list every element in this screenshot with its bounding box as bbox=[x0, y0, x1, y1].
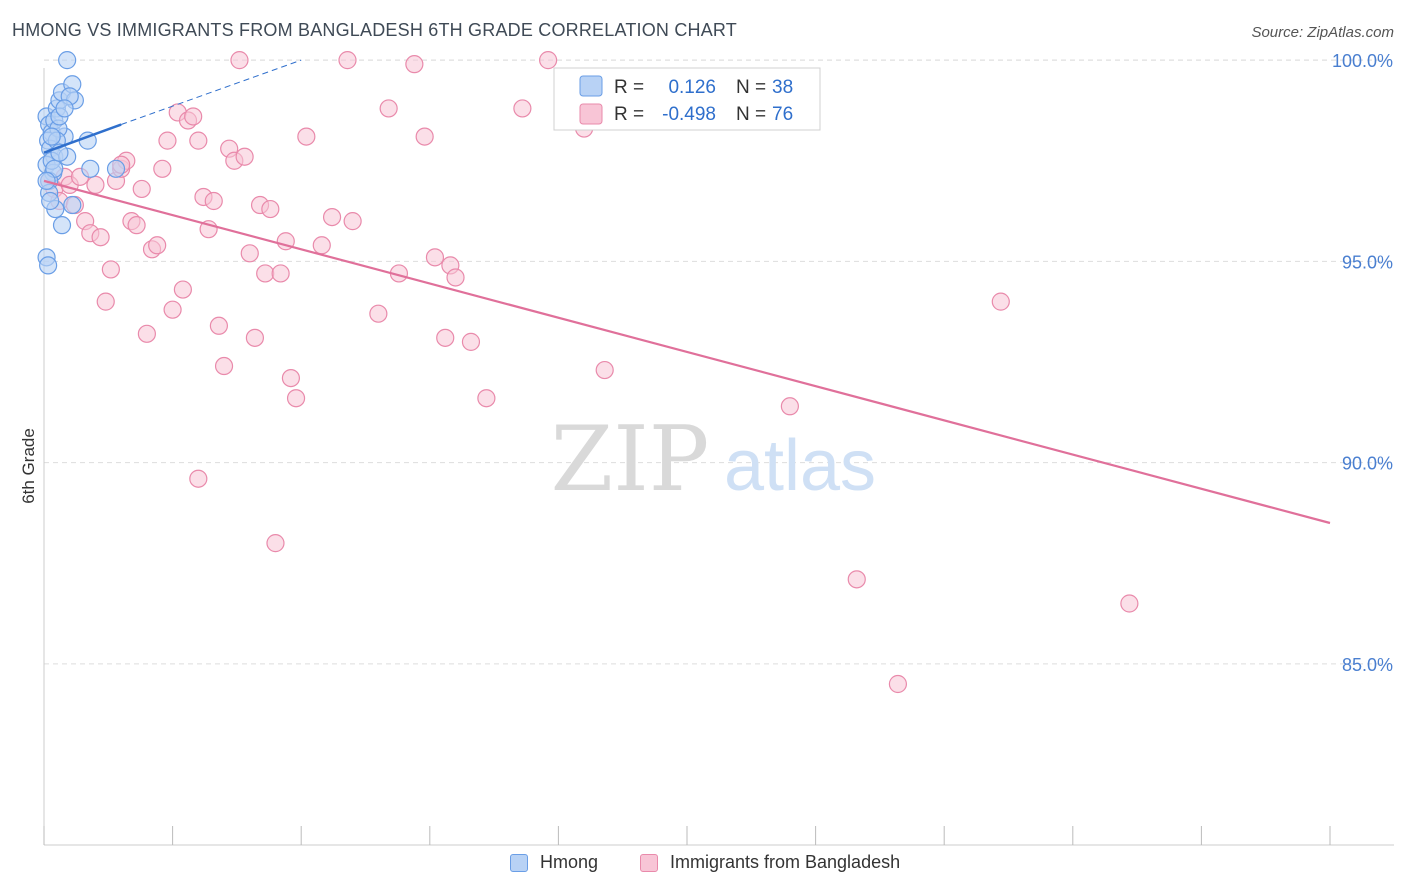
bangladesh-point bbox=[322, 208, 342, 227]
bangladesh-point bbox=[96, 292, 115, 311]
hmong-points bbox=[37, 51, 126, 275]
bangladesh-point bbox=[513, 99, 532, 118]
bangladesh-point bbox=[297, 127, 316, 146]
bangladesh-points bbox=[40, 51, 1139, 694]
watermark-zip: ZIP bbox=[551, 407, 710, 512]
bangladesh-point bbox=[158, 131, 177, 150]
trend-lines bbox=[43, 59, 1331, 525]
bangladesh-point bbox=[189, 469, 208, 488]
legend-item-bangladesh: Immigrants from Bangladesh bbox=[640, 852, 900, 873]
bangladesh-point bbox=[379, 99, 398, 118]
bangladesh-point bbox=[436, 328, 455, 347]
scatter-chart: ZIP atlas 85.0%90.0%95.0%100.0% 0.0%25.0… bbox=[19, 51, 1394, 846]
legend-r-value-2: -0.498 bbox=[662, 104, 716, 125]
hmong-trend-line bbox=[43, 123, 122, 154]
hmong-point bbox=[63, 195, 82, 215]
bangladesh-point bbox=[425, 248, 445, 267]
bangladesh-point bbox=[235, 147, 254, 166]
y-tick-label: 95.0% bbox=[1342, 252, 1393, 272]
series-legend: Hmong Immigrants from Bangladesh bbox=[0, 852, 1406, 876]
legend-r-label-2: R = bbox=[614, 104, 644, 125]
hmong-point bbox=[52, 216, 72, 235]
hmong-point bbox=[58, 51, 77, 70]
bangladesh-point bbox=[209, 316, 228, 335]
legend-r-label-1: R = bbox=[614, 77, 644, 98]
bangladesh-point bbox=[245, 328, 265, 347]
source-label: Source: ZipAtlas.com bbox=[1251, 24, 1394, 41]
legend-swatch-bangladesh-bottom bbox=[640, 853, 658, 872]
bangladesh-point bbox=[266, 534, 285, 553]
bangladesh-trend-line bbox=[43, 179, 1331, 525]
bangladesh-point bbox=[1120, 594, 1139, 613]
bangladesh-point bbox=[338, 51, 357, 70]
bangladesh-point bbox=[137, 324, 156, 343]
bangladesh-point bbox=[405, 55, 424, 74]
hmong-trend-extension bbox=[120, 59, 302, 125]
legend-label-hmong: Hmong bbox=[540, 852, 599, 872]
axes bbox=[43, 68, 1394, 846]
hmong-point bbox=[106, 159, 126, 178]
bangladesh-point bbox=[847, 570, 866, 589]
bangladesh-point bbox=[184, 107, 203, 126]
legend-n-label-1: N = bbox=[736, 77, 766, 98]
bangladesh-point bbox=[446, 268, 465, 287]
bangladesh-point bbox=[86, 175, 105, 194]
bangladesh-point bbox=[888, 674, 908, 694]
legend-n-label-2: N = bbox=[736, 104, 766, 125]
bangladesh-point bbox=[286, 389, 306, 408]
hmong-point bbox=[42, 127, 61, 146]
hmong-point bbox=[55, 99, 74, 118]
y-axis-label: 6th Grade bbox=[19, 428, 38, 504]
y-tick-labels: 85.0% 90.0% 95.0% 100.0% bbox=[1332, 51, 1393, 675]
legend-swatch-hmong-bottom bbox=[510, 853, 528, 872]
bangladesh-point bbox=[101, 260, 120, 279]
bangladesh-point bbox=[415, 127, 434, 146]
legend-label-bangladesh: Immigrants from Bangladesh bbox=[670, 852, 901, 872]
bangladesh-point bbox=[173, 280, 192, 299]
bangladesh-point bbox=[312, 236, 331, 255]
legend-n-value-2: 76 bbox=[772, 104, 793, 125]
legend-swatch-hmong bbox=[579, 75, 603, 97]
bangladesh-point bbox=[780, 397, 799, 416]
hmong-point bbox=[39, 256, 58, 275]
bangladesh-point bbox=[991, 292, 1010, 311]
bangladesh-point bbox=[240, 244, 259, 263]
bangladesh-point bbox=[132, 179, 151, 199]
hmong-point bbox=[81, 159, 100, 178]
bangladesh-point bbox=[595, 360, 614, 380]
bangladesh-point bbox=[477, 389, 496, 408]
legend-swatch-bangladesh bbox=[579, 103, 603, 125]
bangladesh-point bbox=[148, 236, 167, 255]
bangladesh-point bbox=[163, 300, 182, 319]
chart-title: HMONG VS IMMIGRANTS FROM BANGLADESH 6TH … bbox=[12, 20, 738, 40]
watermark-atlas: atlas bbox=[724, 426, 876, 506]
bangladesh-point bbox=[91, 228, 110, 247]
bangladesh-point bbox=[127, 216, 146, 235]
y-tick-label: 90.0% bbox=[1342, 454, 1393, 474]
bangladesh-point bbox=[281, 369, 301, 388]
bangladesh-point bbox=[189, 131, 208, 150]
legend-item-hmong: Hmong bbox=[510, 852, 598, 873]
correlation-legend: R = 0.126 N = 38 R = -0.498 N = 76 bbox=[553, 67, 821, 131]
bangladesh-point bbox=[214, 356, 234, 376]
legend-r-value-1: 0.126 bbox=[668, 77, 716, 98]
bangladesh-point bbox=[204, 191, 223, 211]
legend-n-value-1: 38 bbox=[772, 77, 793, 98]
y-tick-label: 100.0% bbox=[1332, 51, 1393, 71]
bangladesh-point bbox=[369, 304, 388, 323]
bangladesh-point bbox=[343, 212, 362, 231]
bangladesh-point bbox=[153, 159, 172, 178]
bangladesh-point bbox=[271, 264, 290, 283]
bangladesh-point bbox=[539, 51, 558, 70]
bangladesh-point bbox=[461, 332, 481, 351]
bangladesh-point bbox=[261, 199, 280, 219]
bangladesh-point bbox=[230, 51, 249, 70]
bangladesh-point bbox=[256, 264, 275, 283]
y-tick-label: 85.0% bbox=[1342, 655, 1393, 675]
hmong-point bbox=[41, 191, 60, 211]
